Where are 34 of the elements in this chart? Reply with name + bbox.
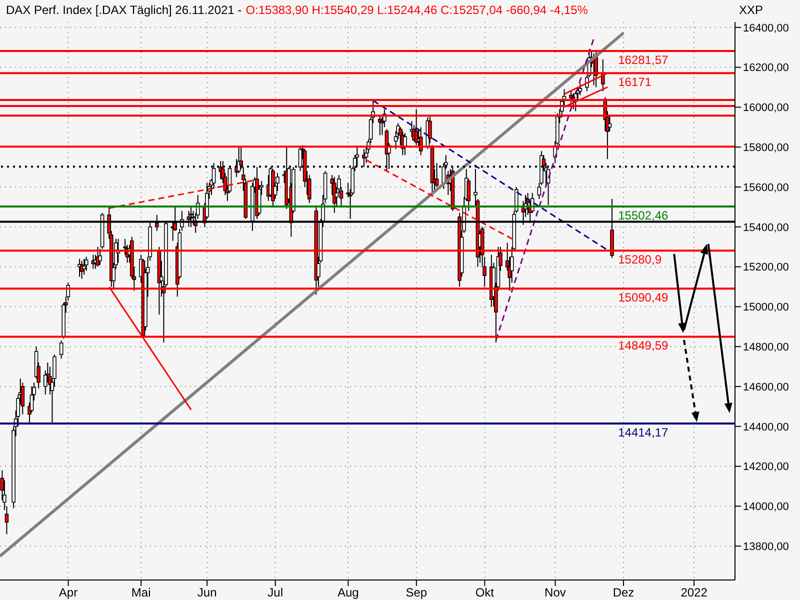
x-tick-label: Jun [197, 586, 217, 600]
y-tick-label: 13800,00 [743, 540, 789, 553]
y-tick-label: 14400,00 [743, 421, 789, 434]
x-tick-label: Sep [406, 586, 428, 600]
y-tick-label: 15000,00 [743, 302, 789, 314]
ref-line-label: 14849,59 [618, 338, 668, 353]
x-tick-label: Jul [268, 586, 284, 600]
x-tick-label: Nov [544, 586, 566, 600]
x-tick-label: Mai [131, 586, 151, 600]
ref-line-label: 16281,57 [618, 53, 668, 68]
y-tick-label: 14000,00 [743, 501, 789, 514]
x-tick-label: Okt [475, 586, 495, 600]
ref-line-label: 15502,46 [618, 208, 668, 222]
x-tick-label: Dez [612, 586, 634, 600]
y-tick-label: 16000,00 [743, 102, 789, 114]
y-tick-label: 14800,00 [743, 341, 789, 354]
x-tick-label: Aug [337, 586, 359, 600]
y-tick-label: 15400,00 [743, 222, 789, 234]
ref-line-label: 14414,17 [618, 426, 668, 440]
y-axis-title: XXP [739, 3, 764, 17]
ref-line-label: 15090,49 [618, 290, 668, 305]
y-tick-label: 15600,00 [743, 182, 789, 194]
ref-line-label: 16171 [618, 75, 652, 90]
y-tick-label: 15200,00 [743, 262, 789, 274]
chart-title: DAX Perf. Index [.DAX Täglich] 26.11.2021 - [6, 3, 242, 17]
y-tick-label: 16400,00 [743, 22, 789, 34]
y-tick-label: 15800,00 [743, 142, 789, 154]
y-tick-label: 14200,00 [743, 461, 789, 474]
ref-line-label: 15280,9 [618, 252, 662, 267]
chart-subtitle: O:15383,90 H:15540,29 L:15244,46 C:15257,04 -660,94 -4,15% [246, 3, 588, 17]
x-tick-label: 2022 [680, 586, 708, 600]
y-tick-label: 14600,00 [743, 381, 789, 394]
x-tick-label: Apr [58, 586, 78, 600]
y-tick-label: 16200,00 [743, 62, 789, 74]
